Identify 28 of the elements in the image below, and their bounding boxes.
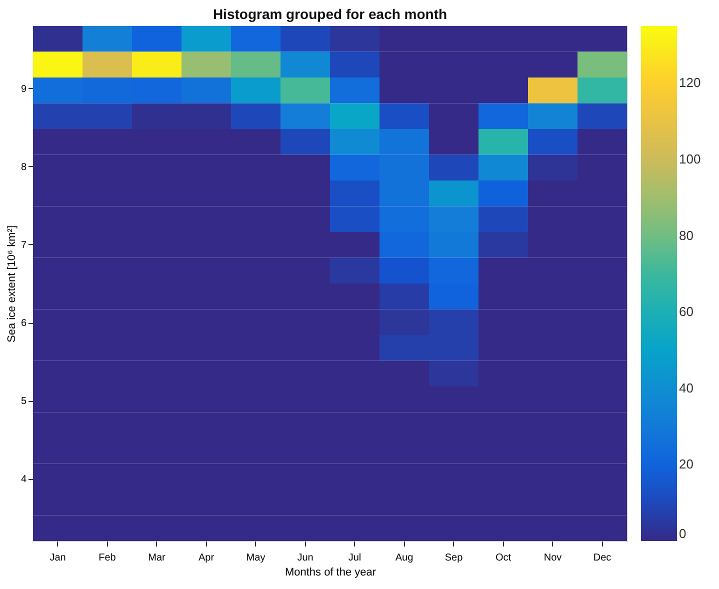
color-bar-label: 80 — [679, 228, 694, 243]
x-tick-label: Nov — [544, 552, 562, 564]
x-tick-label: Feb — [98, 552, 116, 564]
y-tick-label: 6 — [20, 318, 27, 330]
color-bar-label: 20 — [679, 456, 694, 472]
y-axis-title: Sea ice extent [10⁶ km²] — [6, 225, 18, 343]
y-tick-label: 4 — [20, 474, 27, 486]
chart-title: Histogram grouped for each month — [212, 6, 448, 22]
x-axis-title: Months of the year — [284, 566, 376, 578]
y-tick-label: 5 — [20, 396, 27, 408]
x-tick-label: Jan — [50, 552, 66, 564]
color-bar-label: 40 — [679, 380, 694, 396]
x-tick-label: Dec — [593, 552, 612, 564]
x-tick-label: Apr — [198, 552, 215, 564]
color-bar-label: 120 — [679, 75, 701, 90]
x-tick-label: Mar — [148, 552, 166, 564]
y-tick-label: 8 — [20, 162, 27, 173]
y-tick-label: 9 — [20, 84, 27, 95]
color-bar-label: 60 — [679, 304, 694, 320]
x-tick-label: Sep — [444, 552, 464, 564]
x-tick-label: Jul — [348, 552, 362, 564]
x-tick-label: Oct — [495, 552, 512, 564]
color-bar-label: 0 — [679, 526, 686, 541]
x-tick-label: Jun — [297, 552, 314, 564]
color-bar-label: 100 — [679, 152, 701, 167]
y-tick-label: 7 — [20, 240, 27, 251]
x-tick-label: May — [246, 552, 266, 564]
x-tick-label: Aug — [395, 552, 414, 564]
